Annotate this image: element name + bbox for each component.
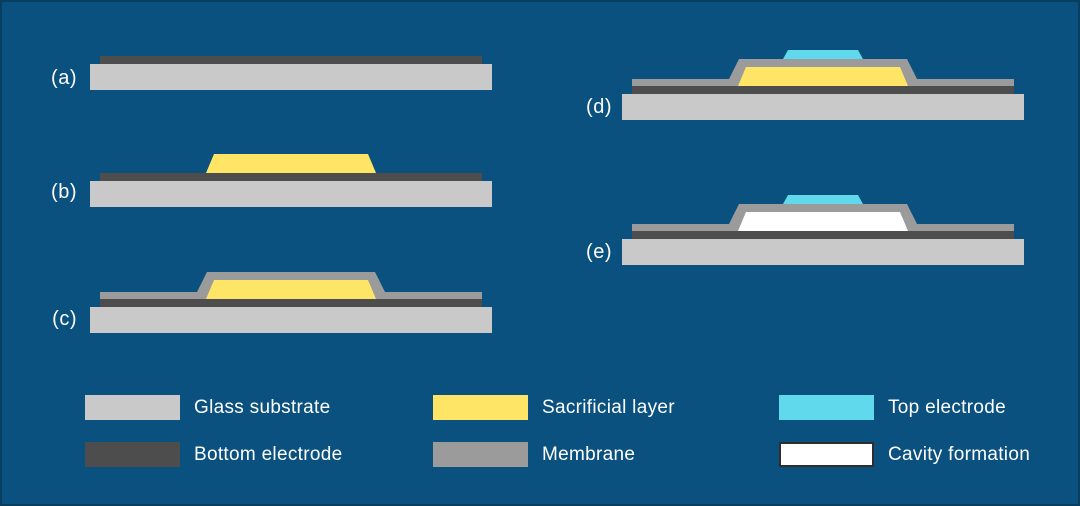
top-electrode-layer [783, 50, 863, 59]
top-electrode-layer [783, 195, 863, 204]
step-d-figure [622, 50, 1024, 120]
step-a-label: (a) [51, 67, 77, 89]
step-c-label: (c) [52, 308, 77, 330]
sacrificial-layer [206, 280, 376, 299]
legend-label: Glass substrate [194, 397, 331, 418]
legend-swatch-bottom-electrode [85, 442, 180, 467]
legend-label: Cavity formation [888, 444, 1031, 465]
legend-swatch-cavity-formation [779, 442, 874, 467]
step-a-figure [90, 56, 492, 90]
step-b-label: (b) [51, 181, 77, 203]
step-c-figure [90, 272, 492, 333]
legend-swatch-membrane [433, 442, 528, 467]
legend-label: Bottom electrode [194, 444, 343, 465]
legend-item: Top electrode [779, 395, 1006, 420]
legend-swatch-glass-substrate [85, 395, 180, 420]
bottom-electrode-layer [100, 299, 482, 307]
cavity-layer [738, 212, 908, 231]
legend-item: Membrane [433, 442, 635, 467]
sacrificial-layer [206, 154, 376, 173]
step-d-label: (d) [586, 96, 612, 118]
glass-substrate-layer [622, 239, 1024, 265]
legend-label: Sacrificial layer [542, 397, 675, 418]
glass-substrate-layer [90, 307, 492, 333]
legend-item: Bottom electrode [85, 442, 342, 467]
legend-item: Sacrificial layer [433, 395, 675, 420]
bottom-electrode-layer [632, 86, 1014, 94]
legend-swatch-top-electrode [779, 395, 874, 420]
glass-substrate-layer [90, 64, 492, 90]
legend-label: Top electrode [888, 397, 1006, 418]
sacrificial-layer [738, 67, 908, 86]
bottom-electrode-layer [100, 56, 482, 64]
legend-swatch-sacrificial-layer [433, 395, 528, 420]
legend-item: Glass substrate [85, 395, 331, 420]
step-e-label: (e) [586, 241, 612, 263]
glass-substrate-layer [90, 181, 492, 207]
bottom-electrode-layer [632, 231, 1014, 239]
step-e-figure [622, 195, 1024, 265]
step-b-figure [90, 154, 492, 207]
bottom-electrode-layer [100, 173, 482, 181]
legend-label: Membrane [542, 444, 636, 465]
glass-substrate-layer [622, 94, 1024, 120]
legend-item: Cavity formation [779, 442, 1030, 467]
